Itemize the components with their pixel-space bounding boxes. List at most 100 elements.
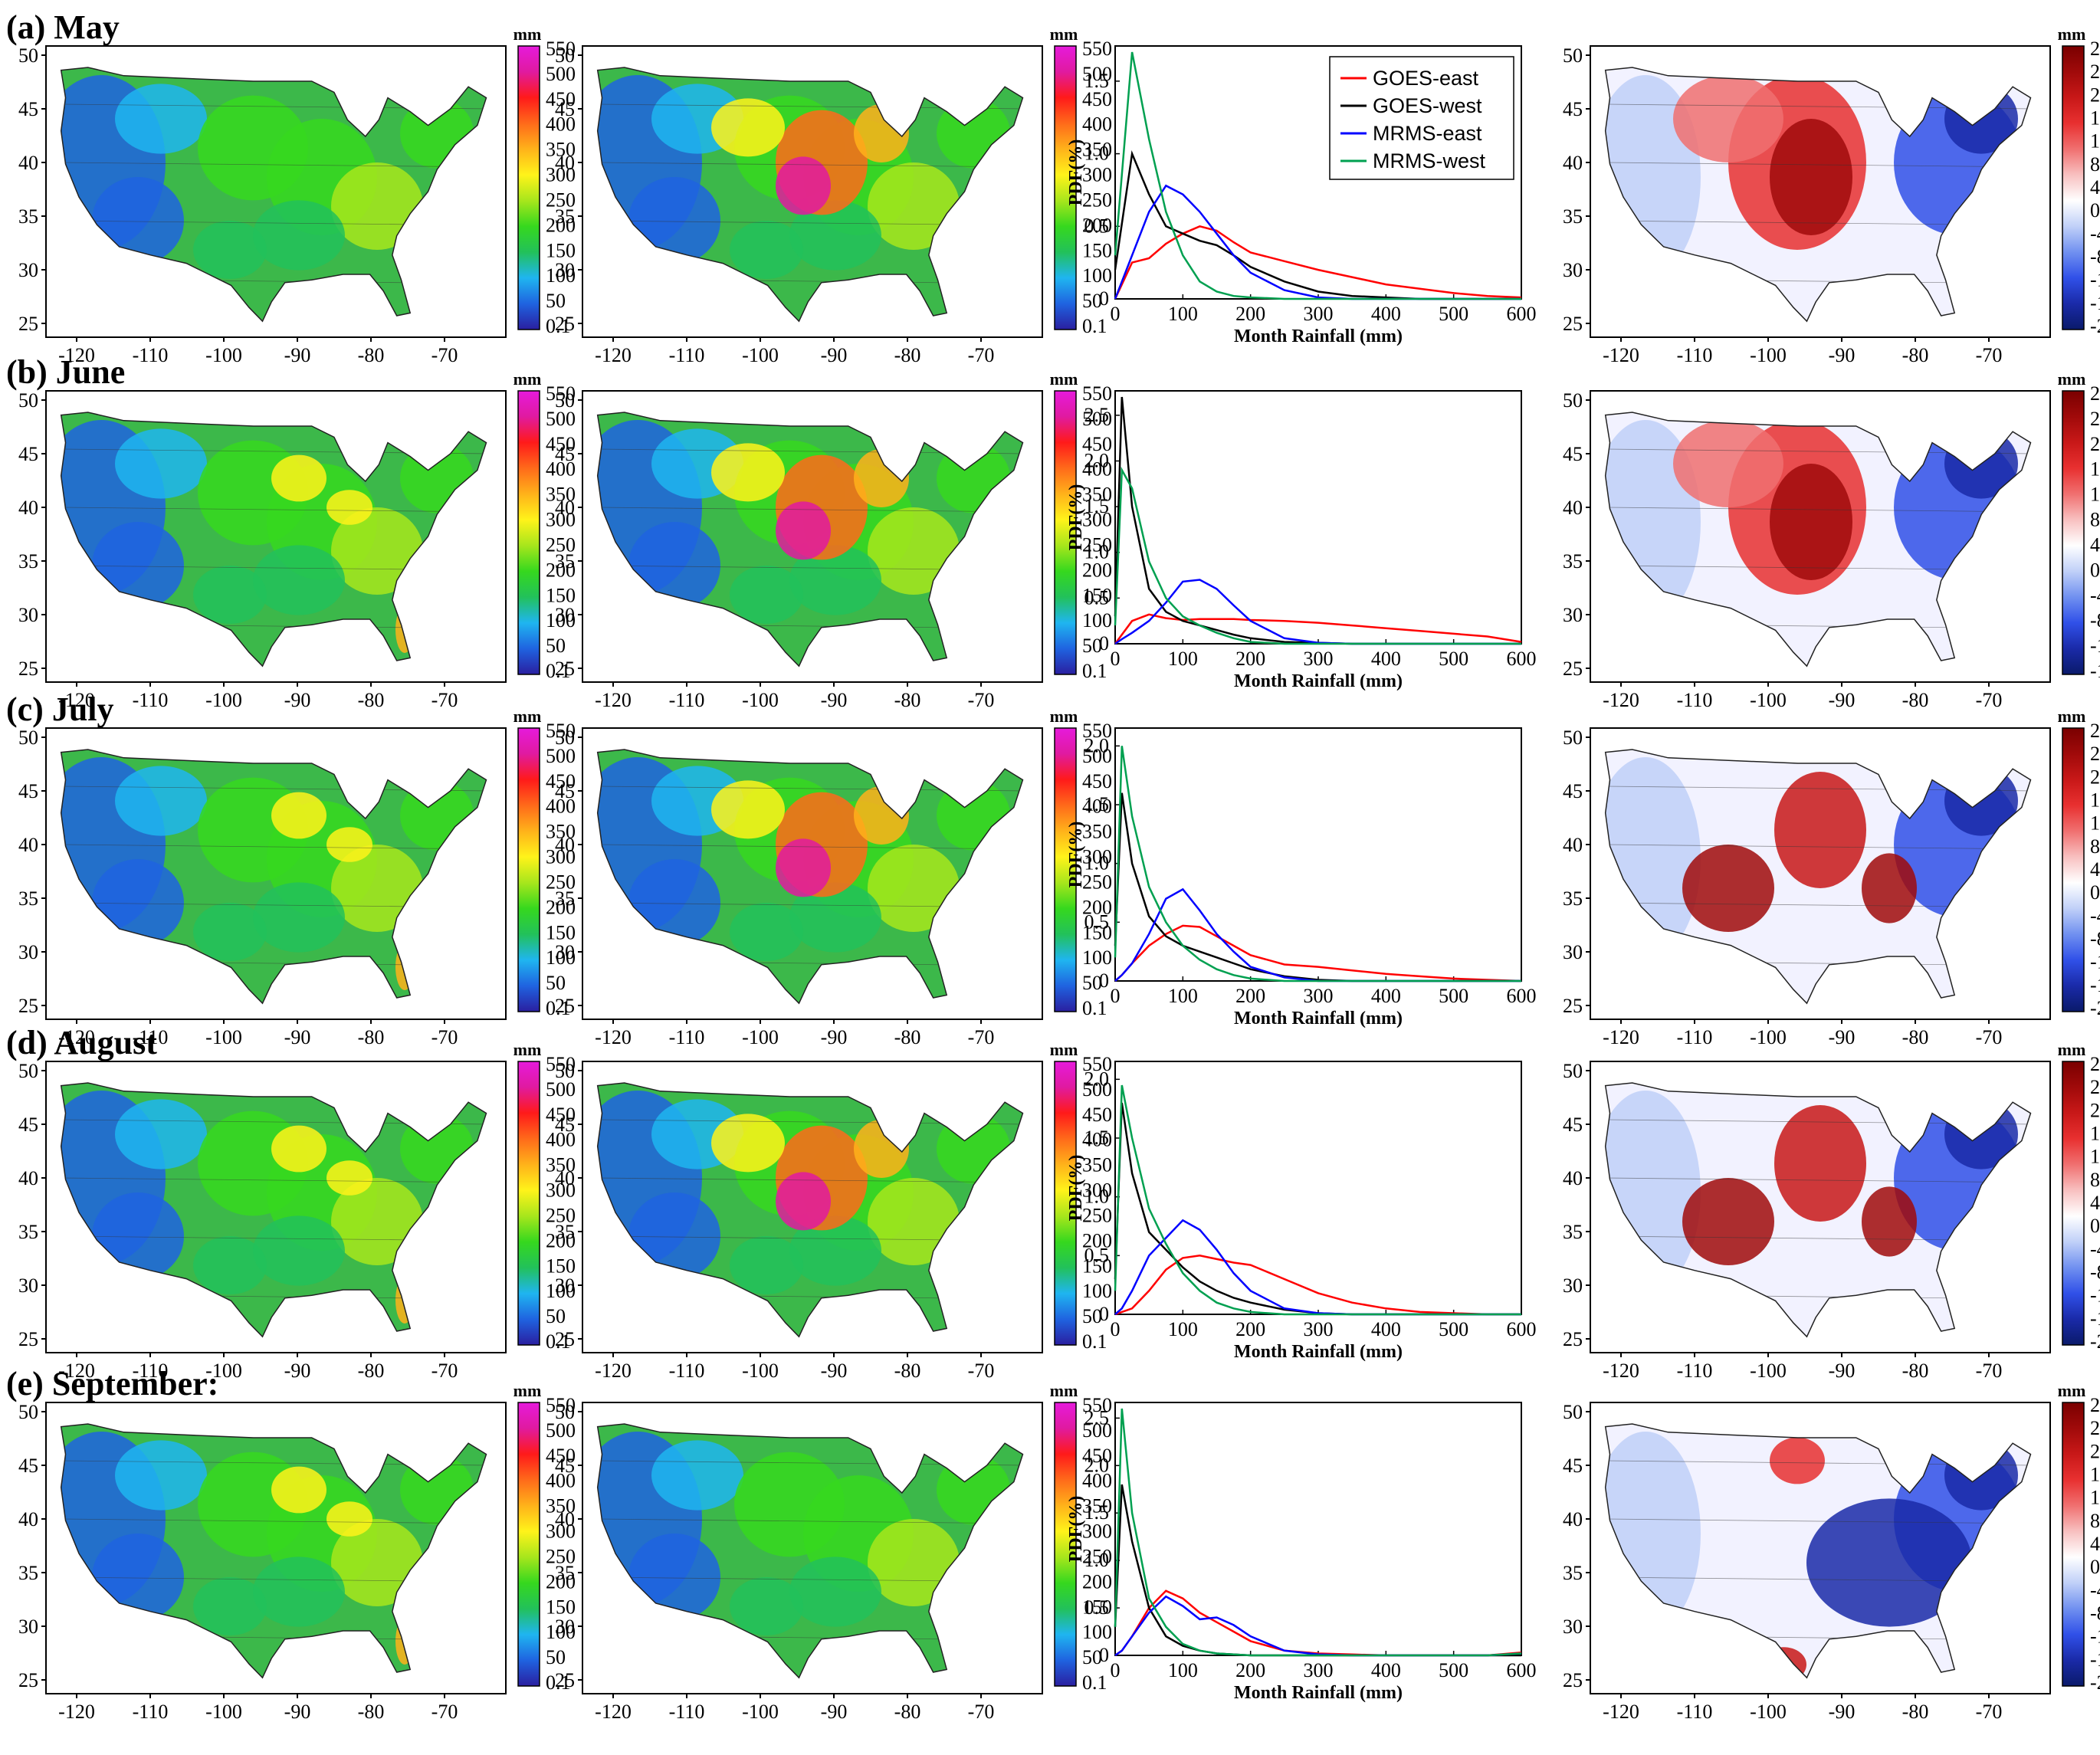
series-line-mrms-west (1114, 1408, 1522, 1657)
lat-tick-label: 30 (1563, 1274, 1583, 1297)
rain-pattern-blob (868, 507, 960, 595)
colorbar-tick-label: -200 (2090, 1671, 2100, 1694)
x-axis-label: Month Rainfall (mm) (1234, 1342, 1403, 1362)
colorbar-tick-label: 550 (546, 720, 576, 742)
rain-pattern-blob (1774, 1105, 1866, 1222)
colorbar-tick-label: 150 (546, 1255, 576, 1277)
colorbar-tick-label: 350 (546, 821, 576, 843)
colorbar-tick-label: -80 (2090, 1261, 2100, 1284)
colorbar-tick-label: 200 (546, 559, 576, 581)
y-tick-label: 0 (1099, 1303, 1109, 1325)
state-border (1605, 162, 2031, 168)
lon-tick-label: -120 (595, 1026, 632, 1048)
rain-pattern-blob (115, 1099, 207, 1169)
lon-tick-label: -100 (205, 1701, 242, 1723)
x-tick-label: 300 (1304, 1659, 1334, 1681)
colorbar-tick-label: 100 (546, 264, 576, 287)
lat-tick-label: 30 (18, 259, 38, 281)
colorbar-scale (1054, 727, 1077, 1012)
x-tick-label: 500 (1439, 648, 1468, 670)
colorbar-tick-label: 280 (2090, 1394, 2100, 1416)
lat-tick-label: 25 (555, 1669, 575, 1691)
rain-pattern-blob (711, 98, 785, 157)
colorbar-tick-label: 300 (546, 509, 576, 531)
panel-title-r0: (a) May (6, 8, 120, 46)
lon-tick-label: -120 (595, 1701, 632, 1723)
colorbar-tick-label: 200 (1082, 559, 1112, 581)
colorbar-tick-label: 400 (546, 458, 576, 481)
lon-tick-label: -70 (968, 689, 995, 711)
colorbar-scale (2062, 727, 2085, 1012)
colorbar-unit-label: mm (514, 707, 542, 726)
colorbar-tick-label: -160 (2090, 1648, 2100, 1671)
colorbar-tick-label: 300 (1082, 164, 1112, 186)
x-tick-label: 0 (1111, 1318, 1121, 1340)
colorbar-tick-label: 500 (546, 745, 576, 767)
colorbar-tick-label: 150 (1082, 921, 1112, 943)
colorbar-unit-label: mm (1050, 707, 1078, 726)
colorbar-tick-label: -200 (2090, 315, 2100, 337)
x-tick-label: 100 (1168, 648, 1198, 670)
rain-pattern-blob (253, 200, 345, 271)
colorbar-tick-label: 100 (546, 609, 576, 631)
colorbar-tick-label: 150 (546, 239, 576, 261)
lon-tick-label: -110 (133, 689, 169, 711)
x-tick-label: 500 (1439, 985, 1468, 1007)
x-tick-label: 300 (1304, 985, 1334, 1007)
colorbar-scale (517, 45, 540, 330)
colorbar-tick-label: 100 (546, 946, 576, 969)
lat-tick-label: 50 (555, 1060, 575, 1082)
colorbar-unit-label: mm (1050, 1381, 1078, 1400)
lat-tick-label: 45 (1563, 98, 1583, 120)
colorbar-unit-label: mm (514, 25, 542, 44)
colorbar-tick-label: 400 (1082, 113, 1112, 136)
y-axis-label: PDF(%) (1066, 484, 1086, 551)
colorbar-tick-label: 200 (546, 1570, 576, 1593)
rain-pattern-blob (776, 156, 831, 215)
rain-pattern-blob (331, 507, 423, 595)
lat-tick-label: 50 (18, 1060, 38, 1082)
lon-tick-label: -90 (821, 1701, 848, 1723)
lat-tick-label: 40 (1563, 1508, 1583, 1530)
lat-tick-label: 25 (555, 1328, 575, 1350)
lon-tick-label: -110 (133, 344, 169, 366)
y-tick-label: 1.5 (1084, 1501, 1110, 1524)
colorbar-tick-label: 500 (546, 63, 576, 85)
y-tick-label: 2.0 (1084, 449, 1110, 471)
lat-tick-label: 50 (18, 44, 38, 67)
colorbar-tick-label: 550 (1082, 1053, 1112, 1075)
y-tick-label: 1.5 (1084, 70, 1110, 92)
rainfall-colorbar-r2: mm 0.1 50 100 150 200 250 300 350 400 450 500 550 (514, 707, 576, 1019)
colorbar-scale (2062, 45, 2085, 330)
lon-tick-label: -80 (1902, 1360, 1929, 1382)
rain-pattern-blob (789, 545, 881, 615)
lat-tick-label: 25 (18, 658, 38, 680)
state-border (61, 162, 487, 168)
colorbar-tick-label: -40 (2090, 904, 2100, 927)
rain-pattern-blob (651, 1440, 743, 1511)
lon-tick-label: -80 (894, 1026, 921, 1048)
colorbar-tick-label: 400 (546, 1129, 576, 1151)
lon-tick-label: -110 (669, 1360, 705, 1382)
colorbar-tick-label: 250 (546, 189, 576, 211)
state-border (597, 844, 1023, 850)
rainfall-map-r2c0: 25 30 35 40 45 50 -120 -110 -100 -90 -80 -70 (18, 727, 507, 1048)
series-line-goes-east (1114, 1255, 1521, 1316)
rain-pattern-blob (789, 200, 881, 271)
colorbar-tick-label: 240 (2090, 408, 2100, 430)
series-line-goes-east (1114, 613, 1522, 645)
colorbar-tick-label: 50 (1082, 290, 1102, 312)
lon-tick-label: -110 (1677, 689, 1713, 711)
series-line-mrms-west (1114, 746, 1521, 982)
us-outline (60, 1423, 487, 1679)
rain-pattern-blob (253, 1215, 345, 1286)
state-border (61, 844, 487, 850)
colorbar-tick-label: 350 (1082, 1495, 1112, 1517)
lon-tick-label: -90 (284, 1701, 311, 1723)
lat-tick-label: 25 (18, 313, 38, 335)
colorbar-tick-label: 450 (1082, 770, 1112, 792)
y-tick-label: 2.0 (1084, 1068, 1110, 1090)
lon-tick-label: -110 (1677, 1026, 1713, 1048)
lat-tick-label: 35 (18, 205, 38, 228)
colorbar-tick-label: 200 (1082, 1570, 1112, 1593)
